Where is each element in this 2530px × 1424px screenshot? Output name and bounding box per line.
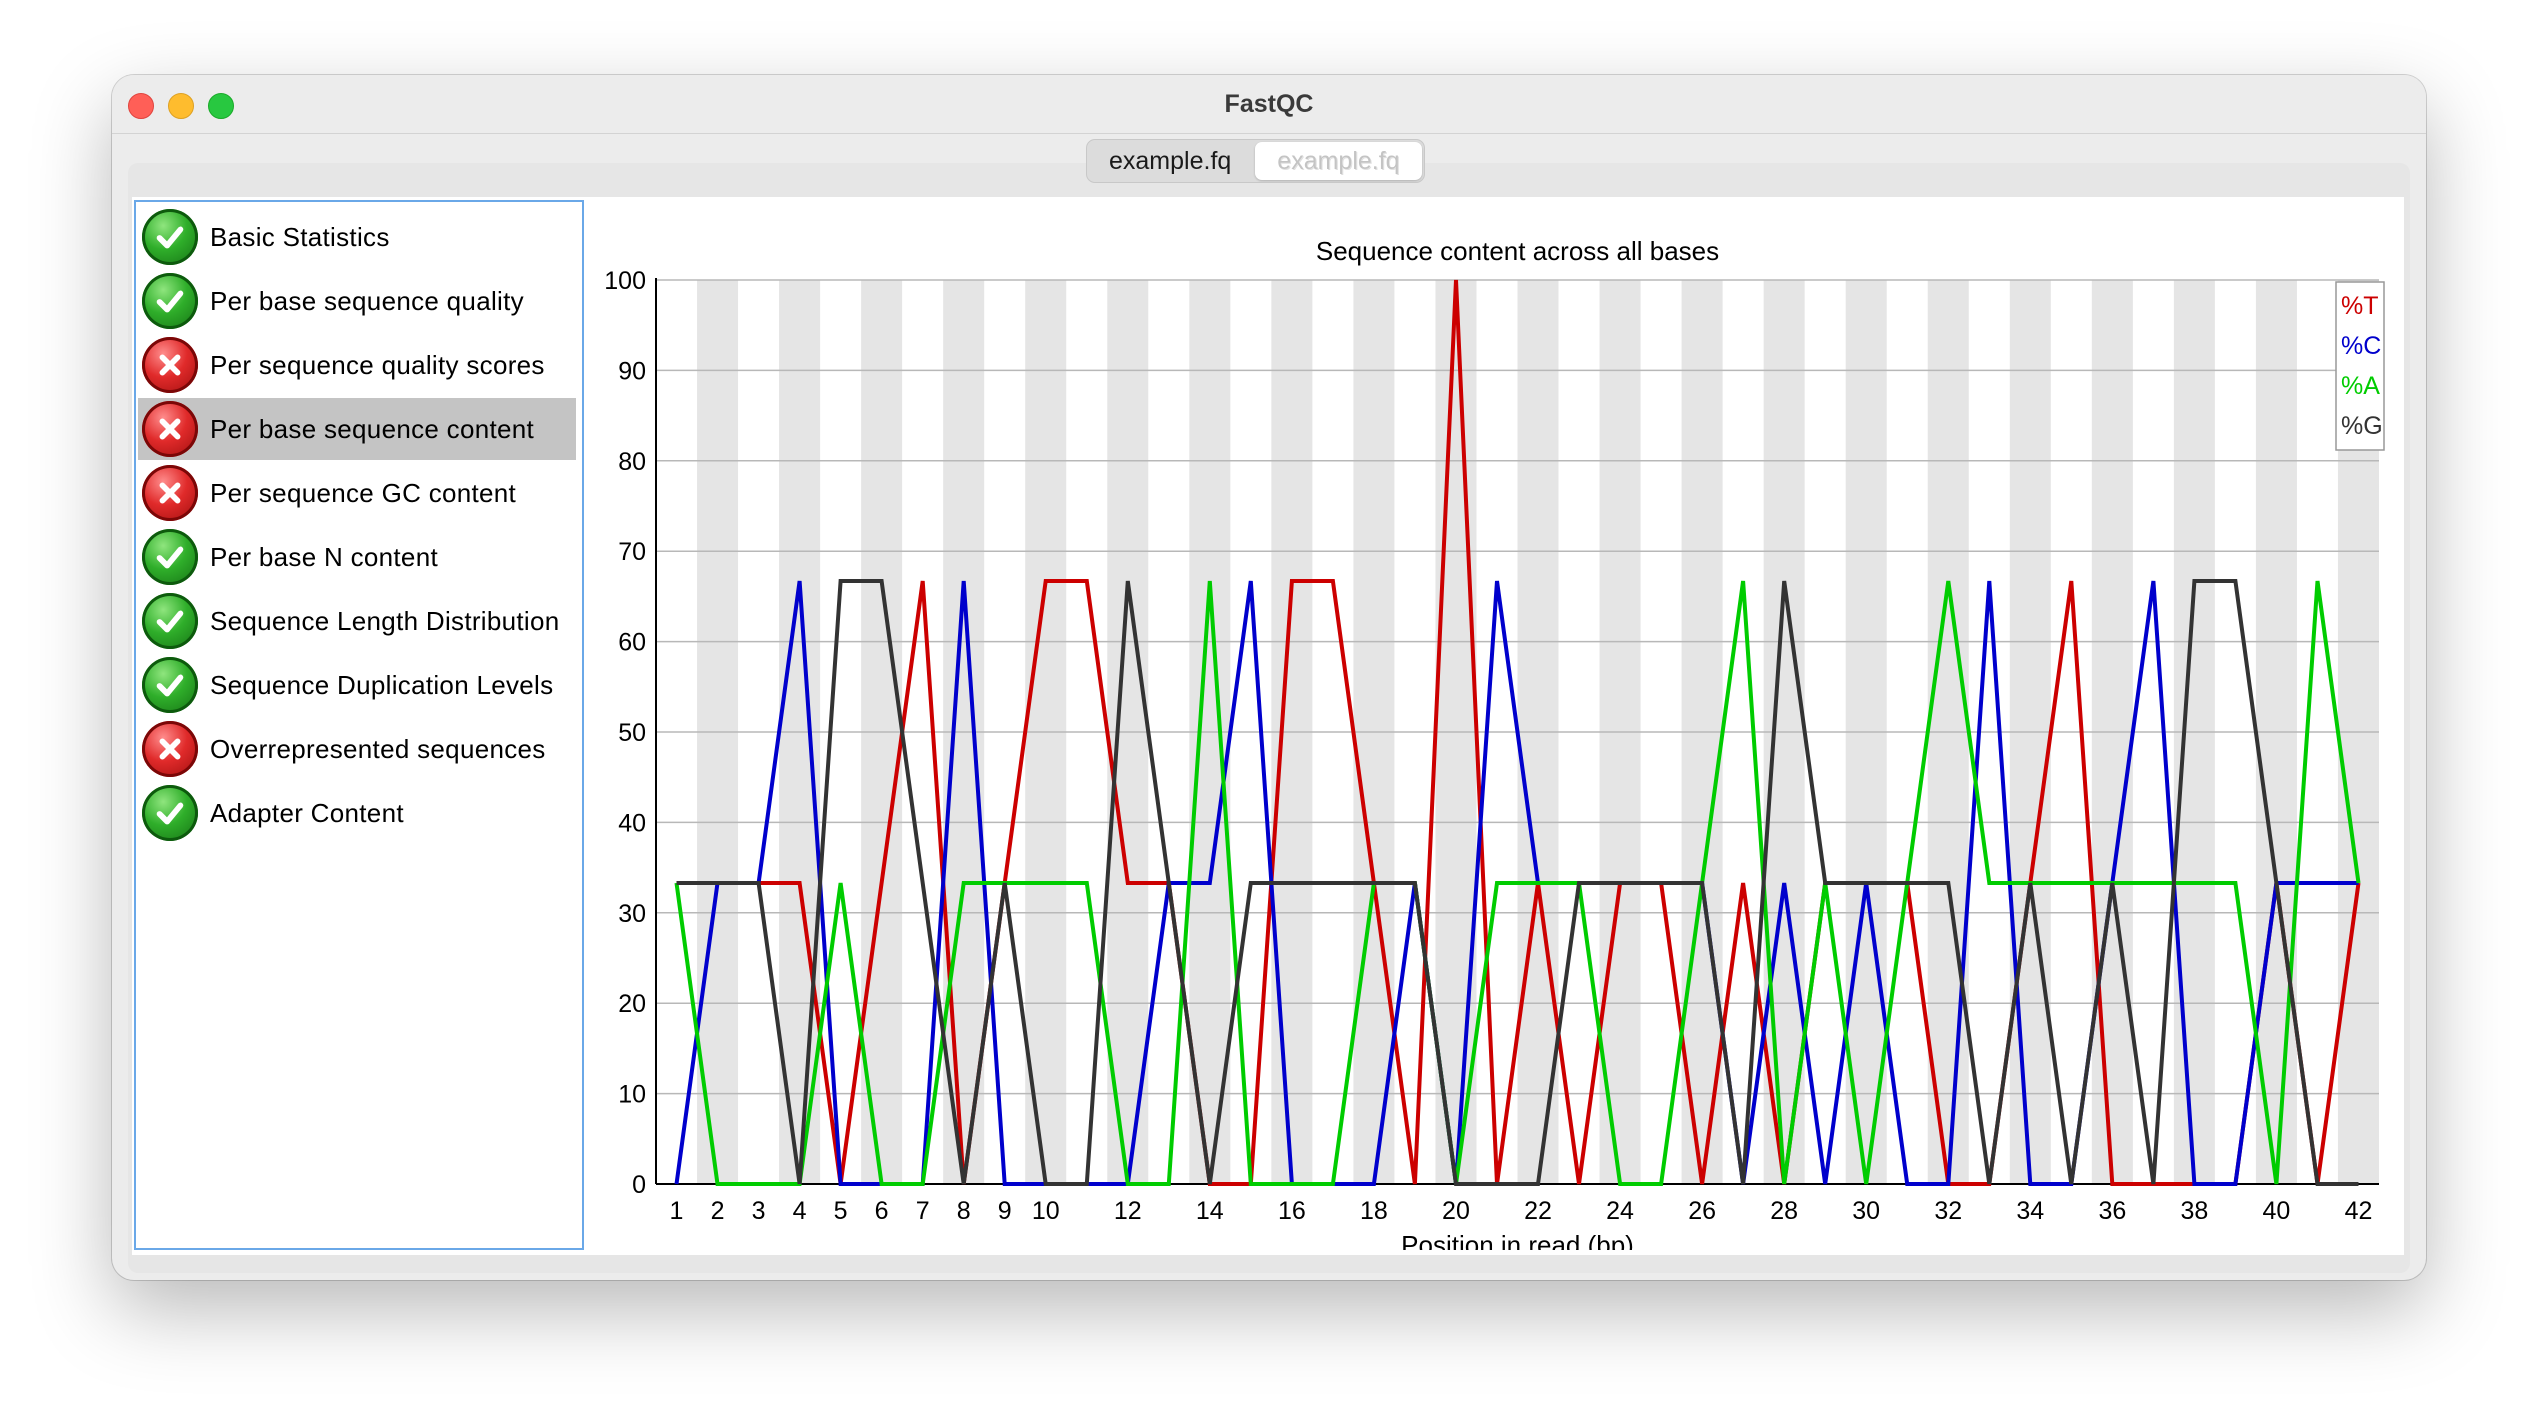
y-tick-label: 30 — [618, 900, 646, 928]
y-tick-label: 90 — [618, 357, 646, 385]
fail-cross-icon — [142, 465, 198, 521]
module-list: Basic Statistics Per base sequence quali… — [134, 200, 584, 1250]
x-tick-label: 22 — [1524, 1197, 1552, 1225]
x-tick-label: 9 — [998, 1197, 1012, 1225]
x-tick-label: 36 — [2098, 1197, 2126, 1225]
x-tick-label: 32 — [1934, 1197, 1962, 1225]
x-tick-label: 8 — [957, 1197, 971, 1225]
x-tick-label: 6 — [875, 1197, 889, 1225]
y-tick-label: 80 — [618, 448, 646, 476]
pass-check-icon — [142, 657, 198, 713]
y-tick-label: 20 — [618, 990, 646, 1018]
module-overrepresented-sequences[interactable]: Overrepresented sequences — [138, 718, 576, 780]
y-tick-label: 100 — [604, 267, 646, 295]
x-tick-label: 5 — [834, 1197, 848, 1225]
x-tick-label: 40 — [2263, 1197, 2291, 1225]
module-label: Basic Statistics — [210, 222, 390, 253]
x-tick-label: 14 — [1196, 1197, 1224, 1225]
module-label: Per base sequence content — [210, 414, 534, 445]
x-axis-label: Position in read (bp) — [1401, 1230, 1634, 1250]
title-bar: FastQC — [112, 75, 2426, 134]
x-tick-label: 16 — [1278, 1197, 1306, 1225]
x-tick-label: 4 — [793, 1197, 807, 1225]
legend-entry: %C — [2341, 332, 2381, 360]
tab-example-fq-inactive[interactable]: example.fq — [1255, 142, 1421, 180]
module-adapter-content[interactable]: Adapter Content — [138, 782, 576, 844]
legend-entry: %A — [2341, 372, 2380, 400]
module-basic-statistics[interactable]: Basic Statistics — [138, 206, 576, 268]
module-label: Adapter Content — [210, 798, 404, 829]
module-label: Sequence Duplication Levels — [210, 670, 553, 701]
x-tick-label: 34 — [2016, 1197, 2044, 1225]
legend-entry: %G — [2341, 412, 2383, 440]
module-label: Overrepresented sequences — [210, 734, 546, 765]
y-tick-label: 70 — [618, 538, 646, 566]
module-per-sequence-quality-scores[interactable]: Per sequence quality scores — [138, 334, 576, 396]
fail-cross-icon — [142, 337, 198, 393]
x-tick-label: 24 — [1606, 1197, 1634, 1225]
chart-title: Sequence content across all bases — [1316, 236, 1719, 266]
module-sequence-length-distribution[interactable]: Sequence Length Distribution — [138, 590, 576, 652]
y-tick-label: 40 — [618, 809, 646, 837]
x-tick-label: 18 — [1360, 1197, 1388, 1225]
x-tick-label: 38 — [2180, 1197, 2208, 1225]
y-tick-label: 0 — [632, 1171, 646, 1199]
chart-panel: 0 10 20 30 40 50 60 70 80 90 100 1 2 3 4 5 6 7 8 9 10 12 14 16 1… — [586, 200, 2398, 1250]
module-per-sequence-gc-content[interactable]: Per sequence GC content — [138, 462, 576, 524]
y-tick-label: 10 — [618, 1081, 646, 1109]
pass-check-icon — [142, 209, 198, 265]
file-tab-bar: example.fq example.fq — [1086, 139, 1425, 183]
x-tick-label: 7 — [916, 1197, 930, 1225]
tab-example-fq-active[interactable]: example.fq — [1087, 140, 1253, 182]
module-per-base-n-content[interactable]: Per base N content — [138, 526, 576, 588]
module-label: Per base sequence quality — [210, 286, 524, 317]
module-sequence-duplication-levels[interactable]: Sequence Duplication Levels — [138, 654, 576, 716]
y-tick-label: 50 — [618, 719, 646, 747]
x-tick-label: 2 — [711, 1197, 725, 1225]
module-label: Per base N content — [210, 542, 438, 573]
pass-check-icon — [142, 273, 198, 329]
legend-entry: %T — [2341, 292, 2379, 320]
x-tick-label: 26 — [1688, 1197, 1716, 1225]
fail-cross-icon — [142, 401, 198, 457]
x-tick-label: 10 — [1032, 1197, 1060, 1225]
pass-check-icon — [142, 529, 198, 585]
pass-check-icon — [142, 785, 198, 841]
x-tick-label: 20 — [1442, 1197, 1470, 1225]
y-tick-label: 60 — [618, 629, 646, 657]
x-tick-label: 3 — [752, 1197, 766, 1225]
x-tick-label: 1 — [670, 1197, 684, 1225]
fastqc-window: FastQC example.fq example.fq Basic Stati… — [112, 75, 2426, 1280]
window-title: FastQC — [112, 75, 2426, 133]
x-tick-label: 12 — [1114, 1197, 1142, 1225]
module-label: Sequence Length Distribution — [210, 606, 560, 637]
module-per-base-sequence-quality[interactable]: Per base sequence quality — [138, 270, 576, 332]
module-per-base-sequence-content[interactable]: Per base sequence content — [138, 398, 576, 460]
fail-cross-icon — [142, 721, 198, 777]
module-label: Per sequence quality scores — [210, 350, 545, 381]
x-tick-label: 42 — [2345, 1197, 2373, 1225]
x-tick-label: 28 — [1770, 1197, 1798, 1225]
pass-check-icon — [142, 593, 198, 649]
x-tick-label: 30 — [1852, 1197, 1880, 1225]
module-label: Per sequence GC content — [210, 478, 516, 509]
